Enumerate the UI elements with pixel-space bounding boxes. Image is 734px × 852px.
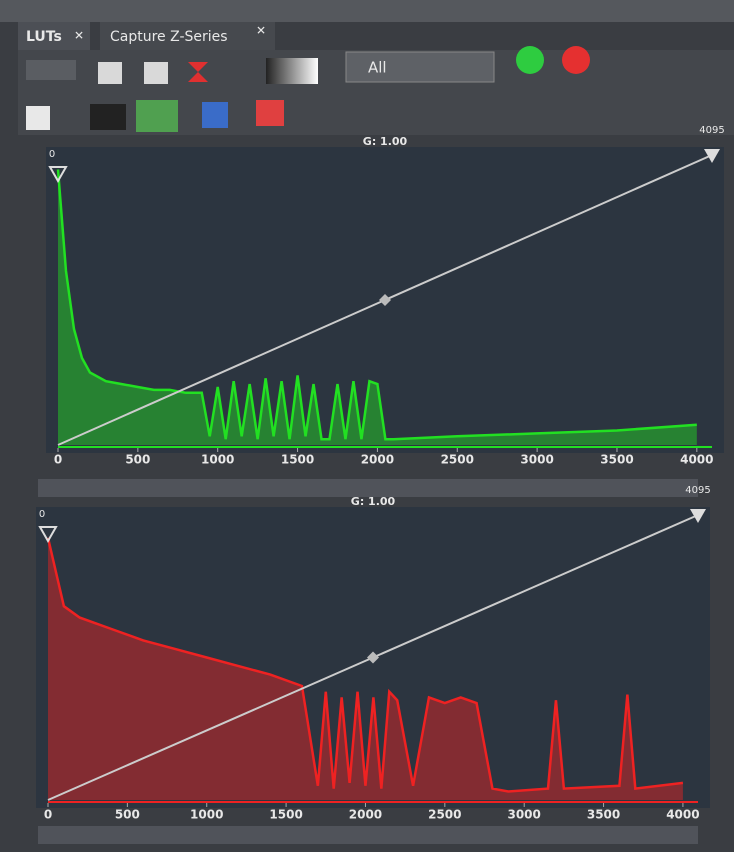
x-tick-label: 2000 bbox=[361, 453, 394, 467]
x-tick-label: 500 bbox=[115, 808, 140, 822]
max-handle bbox=[704, 149, 720, 163]
x-tick-label: 1500 bbox=[269, 808, 302, 822]
x-tick-label: 0 bbox=[44, 808, 52, 822]
tab[interactable] bbox=[100, 22, 275, 50]
x-tick-label: 3500 bbox=[600, 453, 633, 467]
tab-label[interactable]: Capture Z-Series bbox=[110, 29, 228, 45]
gamma-handle bbox=[367, 651, 379, 664]
title-bar bbox=[0, 0, 734, 22]
x-tick-label: 2500 bbox=[441, 453, 474, 467]
tab-close[interactable]: ✕ bbox=[256, 24, 266, 38]
channel-select[interactable]: All bbox=[368, 59, 387, 77]
range-min-label: 0 bbox=[49, 149, 55, 160]
range-min-label: 0 bbox=[39, 509, 45, 520]
gamma-label: G: 1.00 bbox=[363, 135, 408, 148]
histogram-line bbox=[56, 169, 697, 441]
x-tick-label: 1500 bbox=[281, 453, 314, 467]
min-handle bbox=[38, 526, 58, 544]
tab[interactable] bbox=[18, 22, 90, 50]
gamma-label: G: 1.00 bbox=[351, 495, 396, 508]
x-tick-label: 1000 bbox=[201, 453, 234, 467]
gamma-handle bbox=[379, 294, 391, 306]
histogram-area bbox=[48, 537, 683, 800]
x-tick-label: 3500 bbox=[587, 808, 620, 822]
range-max-label: 4095 bbox=[699, 125, 724, 136]
x-tick-label: 4000 bbox=[680, 453, 713, 467]
scrollbar bbox=[38, 826, 698, 844]
x-tick-label: 2000 bbox=[349, 808, 382, 822]
range-max-label: 4095 bbox=[685, 485, 710, 496]
x-tick-label: 500 bbox=[125, 453, 150, 467]
max-handle bbox=[690, 509, 706, 523]
x-tick-label: 2500 bbox=[428, 808, 461, 822]
min-handle bbox=[48, 166, 68, 184]
x-tick-label: 3000 bbox=[520, 453, 553, 467]
scrollbar bbox=[38, 479, 698, 497]
x-tick-label: 0 bbox=[54, 453, 62, 467]
toolbar-icons[interactable] bbox=[26, 46, 590, 132]
tab-close[interactable]: ✕ bbox=[74, 29, 84, 43]
x-tick-label: 1000 bbox=[190, 808, 223, 822]
tab-label[interactable]: LUTs bbox=[26, 29, 62, 45]
x-tick-label: 4000 bbox=[666, 808, 699, 822]
histogram-line bbox=[46, 537, 684, 793]
x-tick-label: 3000 bbox=[507, 808, 540, 822]
